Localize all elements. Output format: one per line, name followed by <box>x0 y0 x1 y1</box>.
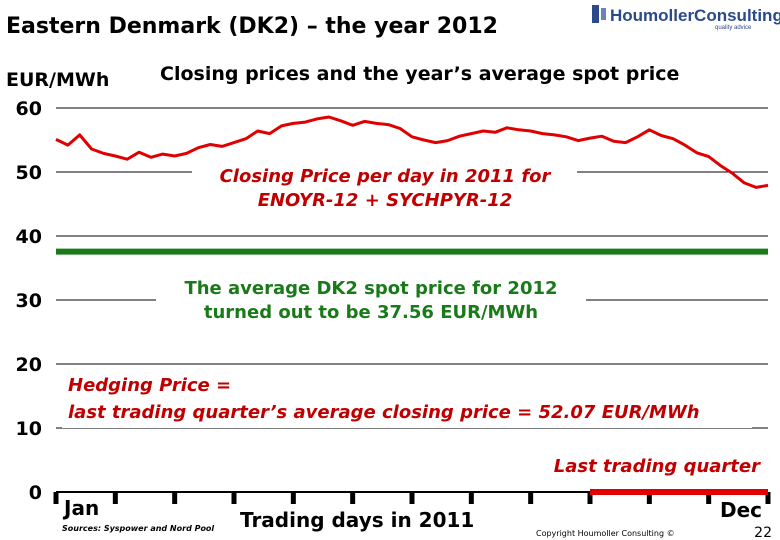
page-number: 22 <box>754 525 772 540</box>
spot-price-annotation-line2: turned out to be 37.56 EUR/MWh <box>204 302 538 323</box>
y-tick-label: 60 <box>16 98 42 120</box>
y-axis-ticks: 0 10 20 30 40 50 60 <box>16 98 42 504</box>
chart-title: Eastern Denmark (DK2) – the year 2012 <box>6 14 498 39</box>
x-axis-label: Trading days in 2011 <box>240 508 474 532</box>
y-axis-label: EUR/MWh <box>6 69 109 91</box>
x-axis-start-label: Jan <box>62 496 99 520</box>
y-tick-label: 50 <box>16 162 42 184</box>
hedging-price-annotation-line1: Hedging Price = <box>68 375 231 396</box>
y-tick-label: 0 <box>29 482 42 504</box>
logo-tagline: quality advice <box>715 25 752 31</box>
last-quarter-label: Last trading quarter <box>554 456 761 477</box>
hedging-price-annotation-line2: last trading quarter’s average closing p… <box>68 402 700 423</box>
y-tick-label: 40 <box>16 226 42 248</box>
chart-subtitle: Closing prices and the year’s average sp… <box>160 63 679 85</box>
closing-price-annotation-line2: ENOYR-12 + SYCHPYR-12 <box>258 190 513 211</box>
copyright-note: Copyright Houmoller Consulting © <box>536 529 675 538</box>
closing-price-line <box>55 115 769 189</box>
closing-price-annotation-line1: Closing Price per day in 2011 for <box>220 166 552 187</box>
logo-icon <box>592 5 606 23</box>
spot-price-annotation-line1: The average DK2 spot price for 2012 <box>184 278 557 299</box>
logo-text: HoumollerConsulting <box>610 6 780 25</box>
y-tick-label: 30 <box>16 290 42 312</box>
x-axis-end-label: Dec <box>720 498 762 522</box>
source-note: Sources: Syspower and Nord Pool <box>62 524 214 533</box>
y-tick-label: 20 <box>16 354 42 376</box>
logo: HoumollerConsulting quality advice <box>592 5 780 31</box>
y-tick-label: 10 <box>16 418 42 440</box>
x-axis-ticks <box>53 492 771 504</box>
